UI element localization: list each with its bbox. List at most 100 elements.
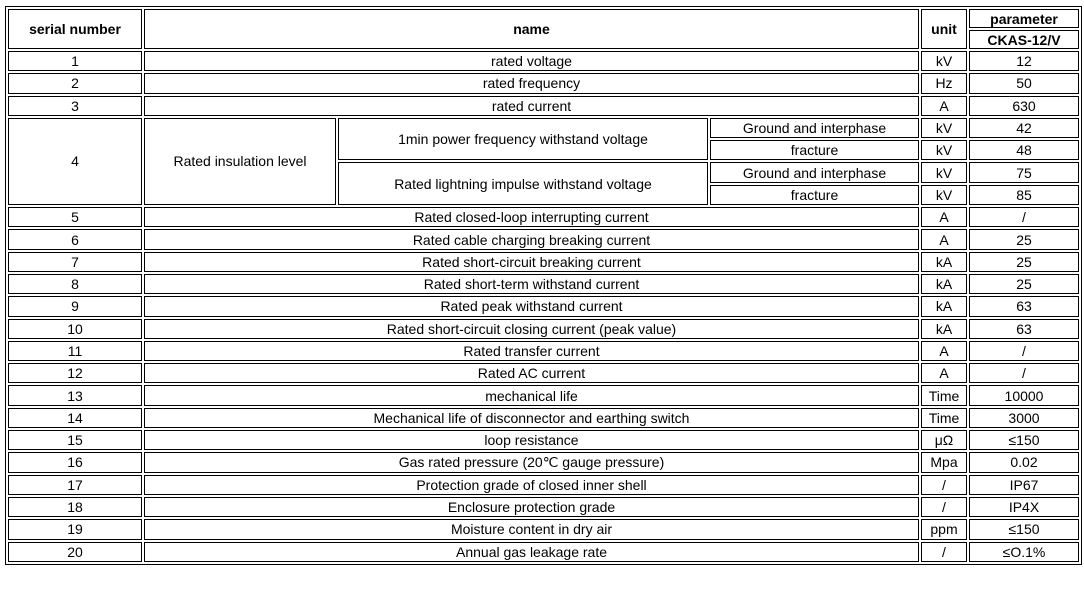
parameter-cell: 10000 — [969, 385, 1079, 406]
unit-cell: Mpa — [921, 452, 967, 473]
parameter-cell: 48 — [969, 140, 1079, 161]
header-unit: unit — [921, 9, 967, 49]
unit-cell: A — [921, 363, 967, 384]
parameter-cell: 0.02 — [969, 452, 1079, 473]
serial-cell: 11 — [8, 340, 142, 362]
unit-cell: A — [921, 229, 967, 250]
parameter-cell: 25 — [969, 251, 1079, 272]
serial-cell: 7 — [8, 251, 142, 272]
name-cell: Rated short-circuit breaking current — [144, 251, 919, 272]
table-row: 9 Rated peak withstand current kA 63 — [8, 296, 1079, 317]
name-cell: Protection grade of closed inner shell — [144, 474, 919, 495]
unit-cell: kA — [921, 296, 967, 317]
serial-cell: 1 — [8, 51, 142, 72]
table-row: 16 Gas rated pressure (20℃ gauge pressure… — [8, 452, 1079, 473]
parameter-cell: / — [969, 340, 1079, 362]
unit-cell: kV — [921, 162, 967, 183]
unit-cell: A — [921, 340, 967, 362]
unit-cell: Hz — [921, 73, 967, 94]
serial-cell: 10 — [8, 318, 142, 339]
name-cell: rated voltage — [144, 51, 919, 72]
table-row: 1 rated voltage kV 12 — [8, 51, 1079, 72]
table-row: 7 Rated short-circuit breaking current kA 2… — [8, 251, 1079, 272]
unit-cell: kV — [921, 184, 967, 206]
table-row: 20 Annual gas leakage rate / ≤O.1% — [8, 541, 1079, 562]
unit-cell: / — [921, 496, 967, 518]
parameter-cell: 630 — [969, 95, 1079, 116]
subitem-cell: Ground and interphase — [710, 162, 919, 183]
name-cell: Rated short-term withstand current — [144, 273, 919, 295]
parameter-cell: ≤O.1% — [969, 541, 1079, 562]
header-name: name — [144, 9, 919, 49]
parameter-cell: 63 — [969, 318, 1079, 339]
table-row: 11 Rated transfer current A / — [8, 340, 1079, 362]
table-row: 15 loop resistance μΩ ≤150 — [8, 430, 1079, 451]
name-cell: Enclosure protection grade — [144, 496, 919, 518]
unit-cell: kV — [921, 51, 967, 72]
unit-cell: A — [921, 95, 967, 116]
serial-cell: 16 — [8, 452, 142, 473]
name-cell: loop resistance — [144, 430, 919, 451]
subitem-cell: Ground and interphase — [710, 117, 919, 139]
unit-cell: / — [921, 474, 967, 495]
name-cell: Rated transfer current — [144, 340, 919, 362]
serial-cell: 13 — [8, 385, 142, 406]
serial-cell: 20 — [8, 541, 142, 562]
unit-cell: / — [921, 541, 967, 562]
table-row: 5 Rated closed-loop interrupting current A… — [8, 207, 1079, 228]
parameter-cell: 12 — [969, 51, 1079, 72]
name-cell: Annual gas leakage rate — [144, 541, 919, 562]
serial-cell: 4 — [8, 117, 142, 206]
table-row: 8 Rated short-term withstand current kA 25 — [8, 273, 1079, 295]
parameter-cell: 42 — [969, 117, 1079, 139]
parameter-cell: / — [969, 207, 1079, 228]
name-cell: Rated cable charging breaking current — [144, 229, 919, 250]
parameter-cell: IP4X — [969, 496, 1079, 518]
table-row: 10 Rated short-circuit closing current (p… — [8, 318, 1079, 339]
name-cell: rated current — [144, 95, 919, 116]
name-cell: Moisture content in dry air — [144, 519, 919, 540]
parameter-cell: 63 — [969, 296, 1079, 317]
parameter-cell: 3000 — [969, 407, 1079, 429]
unit-cell: μΩ — [921, 430, 967, 451]
table-row: 17 Protection grade of closed inner shell… — [8, 474, 1079, 495]
serial-cell: 17 — [8, 474, 142, 495]
header-model: CKAS-12/V — [969, 30, 1079, 49]
header-row: serial number name unit parameter — [8, 9, 1079, 49]
name-cell: Rated AC current — [144, 363, 919, 384]
subgroup-cell: 1min power frequency withstand voltage — [338, 117, 708, 161]
serial-cell: 19 — [8, 519, 142, 540]
name-cell: rated frequency — [144, 73, 919, 94]
table-row: 12 Rated AC current A / — [8, 363, 1079, 384]
table-row: 19 Moisture content in dry air ppm ≤150 — [8, 519, 1079, 540]
header-row: CKAS-12/V — [8, 30, 1079, 49]
name-cell: Rated peak withstand current — [144, 296, 919, 317]
name-cell: mechanical life — [144, 385, 919, 406]
serial-cell: 14 — [8, 407, 142, 429]
parameter-cell: / — [969, 363, 1079, 384]
table-row: 3 rated current A 630 — [8, 95, 1079, 116]
unit-cell: ppm — [921, 519, 967, 540]
name-cell: Rated short-circuit closing current (pea… — [144, 318, 919, 339]
table-row: 2 rated frequency Hz 50 — [8, 73, 1079, 94]
unit-cell: kA — [921, 251, 967, 272]
subitem-cell: fracture — [710, 184, 919, 206]
subitem-cell: fracture — [710, 140, 919, 161]
header-parameter: parameter — [969, 9, 1079, 28]
name-cell: Gas rated pressure (20℃ gauge pressure) — [144, 452, 919, 473]
name-cell: Rated closed-loop interrupting current — [144, 207, 919, 228]
parameter-cell: ≤150 — [969, 430, 1079, 451]
subgroup-cell: Rated lightning impulse withstand voltag… — [338, 162, 708, 206]
serial-cell: 12 — [8, 363, 142, 384]
serial-cell: 18 — [8, 496, 142, 518]
serial-cell: 3 — [8, 95, 142, 116]
table-row: fracture kV 85 — [8, 184, 1079, 206]
unit-cell: Time — [921, 407, 967, 429]
table-row: 18 Enclosure protection grade / IP4X — [8, 496, 1079, 518]
serial-cell: 9 — [8, 296, 142, 317]
unit-cell: A — [921, 207, 967, 228]
table-row: 13 mechanical life Time 10000 — [8, 385, 1079, 406]
table-row: Rated lightning impulse withstand voltag… — [8, 162, 1079, 206]
parameter-cell: 75 — [969, 162, 1079, 183]
parameter-cell: IP67 — [969, 474, 1079, 495]
